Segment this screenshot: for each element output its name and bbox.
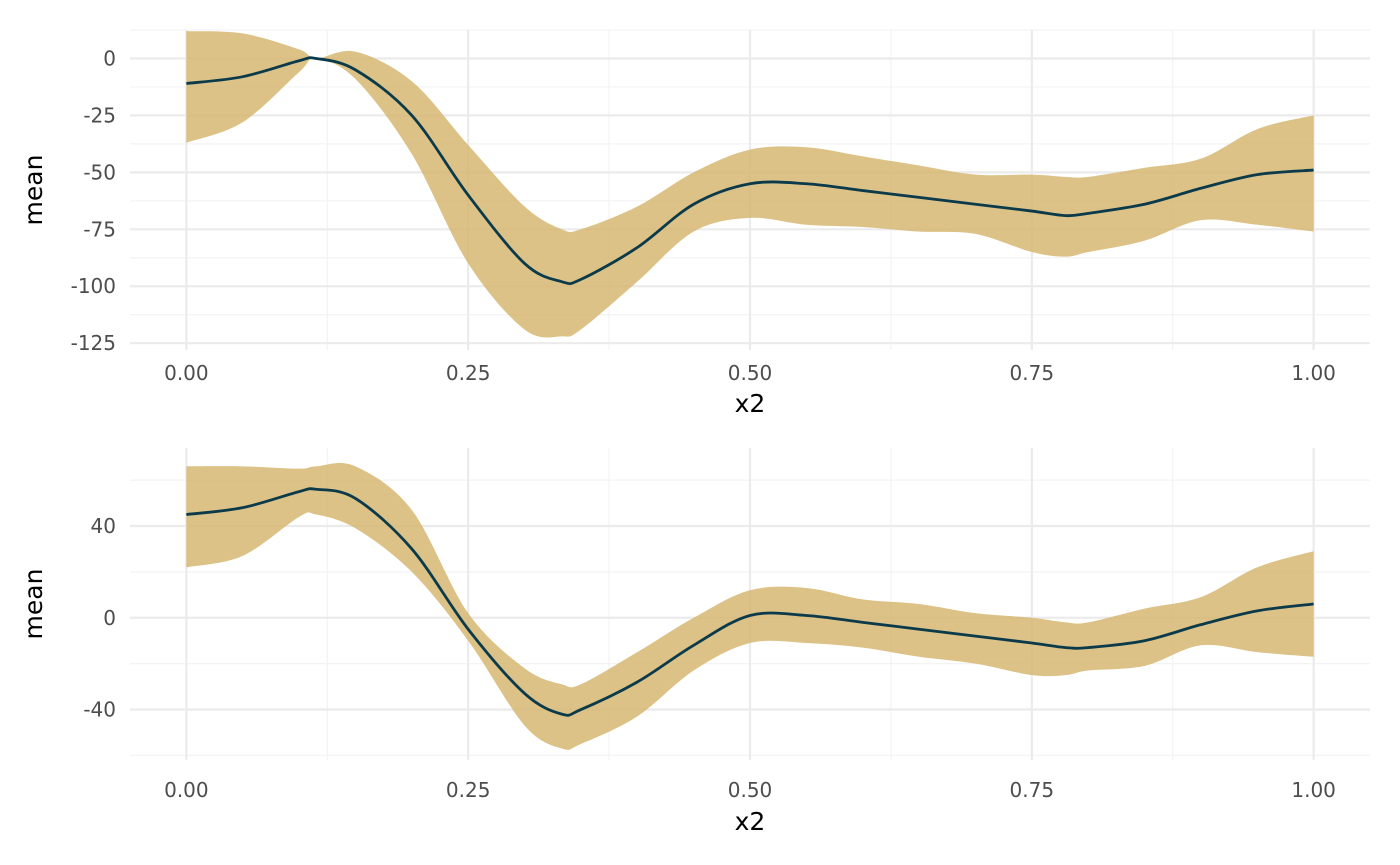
y-axis-title: mean bbox=[19, 155, 48, 226]
x-tick-label: 0.75 bbox=[1010, 778, 1055, 802]
x-tick-label: 1.00 bbox=[1291, 361, 1336, 385]
x-tick-label: 0.50 bbox=[728, 361, 773, 385]
x-tick-label: 0.25 bbox=[446, 778, 491, 802]
panel-1: 0.00 0.25 0.50 0.75 1.00 0 -25 -50 -75 -100 -125 x2… bbox=[19, 29, 1370, 418]
y-tick-label: -50 bbox=[83, 160, 116, 184]
x-axis-title: x2 bbox=[735, 807, 766, 836]
y-tick-label: -100 bbox=[71, 274, 116, 298]
x-tick-label: 0.00 bbox=[164, 778, 209, 802]
confidence-band bbox=[186, 463, 1314, 750]
y-tick-label: -75 bbox=[83, 217, 116, 241]
panel-2: 0.00 0.25 0.50 0.75 1.00 40 0 -40 x2 mean bbox=[19, 448, 1370, 836]
y-tick-label: -25 bbox=[83, 103, 116, 127]
y-tick-label: 0 bbox=[103, 46, 116, 70]
x-tick-label: 0.00 bbox=[164, 361, 209, 385]
x-tick-label: 1.00 bbox=[1291, 778, 1336, 802]
x-tick-label: 0.75 bbox=[1010, 361, 1055, 385]
mean-line bbox=[186, 56, 1314, 286]
y-tick-label: 0 bbox=[103, 606, 116, 630]
y-tick-label: -40 bbox=[83, 698, 116, 722]
mean-line bbox=[186, 487, 1314, 717]
y-tick-label: -125 bbox=[71, 331, 116, 355]
x-tick-label: 0.50 bbox=[728, 778, 773, 802]
y-tick-label: 40 bbox=[91, 514, 116, 538]
x-tick-label: 0.25 bbox=[446, 361, 491, 385]
x-axis-title: x2 bbox=[735, 389, 766, 418]
y-axis-title: mean bbox=[19, 569, 48, 640]
